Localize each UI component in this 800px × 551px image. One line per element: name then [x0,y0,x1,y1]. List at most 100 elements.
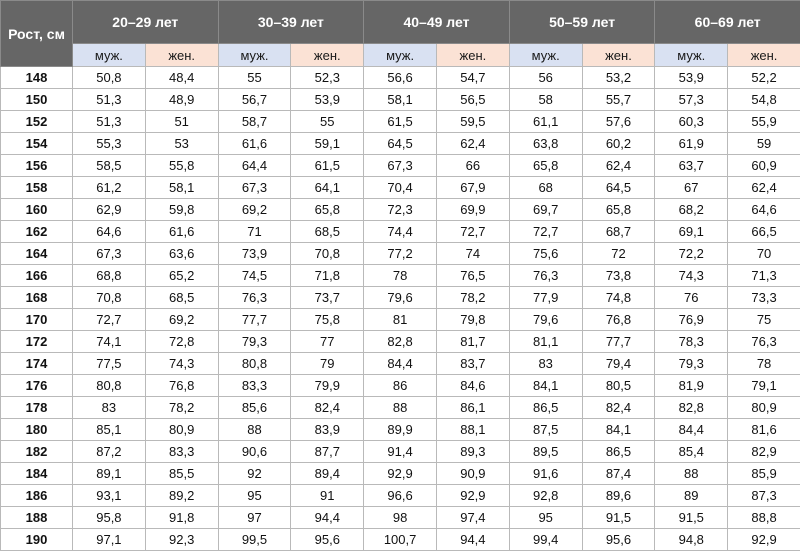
male-weight-cell: 79,6 [509,309,582,331]
male-weight-cell: 61,9 [655,133,728,155]
male-weight-cell: 71 [218,221,291,243]
male-weight-cell: 61,1 [509,111,582,133]
height-cell: 152 [1,111,73,133]
female-weight-cell: 79,1 [728,375,800,397]
female-weight-cell: 69,2 [145,309,218,331]
age-group-header: 40–49 лет [364,1,510,44]
female-weight-cell: 62,4 [728,177,800,199]
female-weight-cell: 92,3 [145,529,218,551]
female-weight-cell: 52,2 [728,67,800,89]
female-weight-cell: 51 [145,111,218,133]
female-weight-cell: 74,3 [145,353,218,375]
male-weight-cell: 95,8 [73,507,146,529]
male-weight-cell: 78 [364,265,437,287]
female-weight-cell: 89,4 [291,463,364,485]
female-weight-cell: 84,1 [582,419,655,441]
male-weight-cell: 99,4 [509,529,582,551]
female-weight-cell: 68,5 [291,221,364,243]
male-weight-cell: 79,6 [364,287,437,309]
female-weight-cell: 73,8 [582,265,655,287]
male-weight-cell: 88 [218,419,291,441]
female-weight-cell: 78 [728,353,800,375]
female-weight-cell: 79 [291,353,364,375]
male-weight-cell: 88 [655,463,728,485]
height-cell: 150 [1,89,73,111]
male-weight-cell: 61,6 [218,133,291,155]
male-weight-cell: 77,5 [73,353,146,375]
height-cell: 188 [1,507,73,529]
female-weight-cell: 79,8 [436,309,509,331]
male-weight-cell: 61,5 [364,111,437,133]
male-weight-cell: 56,7 [218,89,291,111]
height-cell: 186 [1,485,73,507]
male-weight-cell: 70,4 [364,177,437,199]
height-cell: 182 [1,441,73,463]
age-group-header: 30–39 лет [218,1,364,44]
female-weight-cell: 65,8 [582,199,655,221]
female-weight-cell: 55,8 [145,155,218,177]
female-weight-cell: 77,7 [582,331,655,353]
male-weight-cell: 62,9 [73,199,146,221]
male-header: муж. [364,44,437,67]
male-weight-cell: 91,6 [509,463,582,485]
female-header: жен. [728,44,800,67]
male-weight-cell: 97 [218,507,291,529]
height-cell: 180 [1,419,73,441]
female-weight-cell: 80,5 [582,375,655,397]
female-weight-cell: 81,6 [728,419,800,441]
male-weight-cell: 80,8 [73,375,146,397]
male-weight-cell: 74,1 [73,331,146,353]
female-weight-cell: 61,5 [291,155,364,177]
male-header: муж. [655,44,728,67]
male-weight-cell: 83 [509,353,582,375]
male-weight-cell: 58 [509,89,582,111]
male-weight-cell: 56,6 [364,67,437,89]
male-weight-cell: 87,5 [509,419,582,441]
female-weight-cell: 57,6 [582,111,655,133]
female-weight-cell: 85,5 [145,463,218,485]
female-weight-cell: 91,5 [582,507,655,529]
female-weight-cell: 69,9 [436,199,509,221]
male-weight-cell: 82,8 [655,397,728,419]
female-weight-cell: 53,9 [291,89,364,111]
male-weight-cell: 76 [655,287,728,309]
female-weight-cell: 83,3 [145,441,218,463]
male-weight-cell: 64,4 [218,155,291,177]
female-weight-cell: 97,4 [436,507,509,529]
male-weight-cell: 61,2 [73,177,146,199]
male-header: муж. [73,44,146,67]
female-weight-cell: 62,4 [582,155,655,177]
female-weight-cell: 89,3 [436,441,509,463]
female-weight-cell: 56,5 [436,89,509,111]
female-header: жен. [582,44,655,67]
female-weight-cell: 83,7 [436,353,509,375]
male-weight-cell: 87,2 [73,441,146,463]
male-weight-cell: 76,3 [218,287,291,309]
male-weight-cell: 77,7 [218,309,291,331]
female-weight-cell: 77 [291,331,364,353]
male-weight-cell: 75,6 [509,243,582,265]
male-weight-cell: 64,6 [73,221,146,243]
male-weight-cell: 57,3 [655,89,728,111]
height-cell: 162 [1,221,73,243]
female-weight-cell: 60,2 [582,133,655,155]
male-weight-cell: 93,1 [73,485,146,507]
female-weight-cell: 88,1 [436,419,509,441]
female-weight-cell: 82,4 [291,397,364,419]
female-weight-cell: 53 [145,133,218,155]
male-weight-cell: 77,2 [364,243,437,265]
male-weight-cell: 73,9 [218,243,291,265]
female-weight-cell: 92,9 [728,529,800,551]
female-weight-cell: 63,6 [145,243,218,265]
female-weight-cell: 89,2 [145,485,218,507]
male-weight-cell: 90,6 [218,441,291,463]
male-weight-cell: 92,8 [509,485,582,507]
